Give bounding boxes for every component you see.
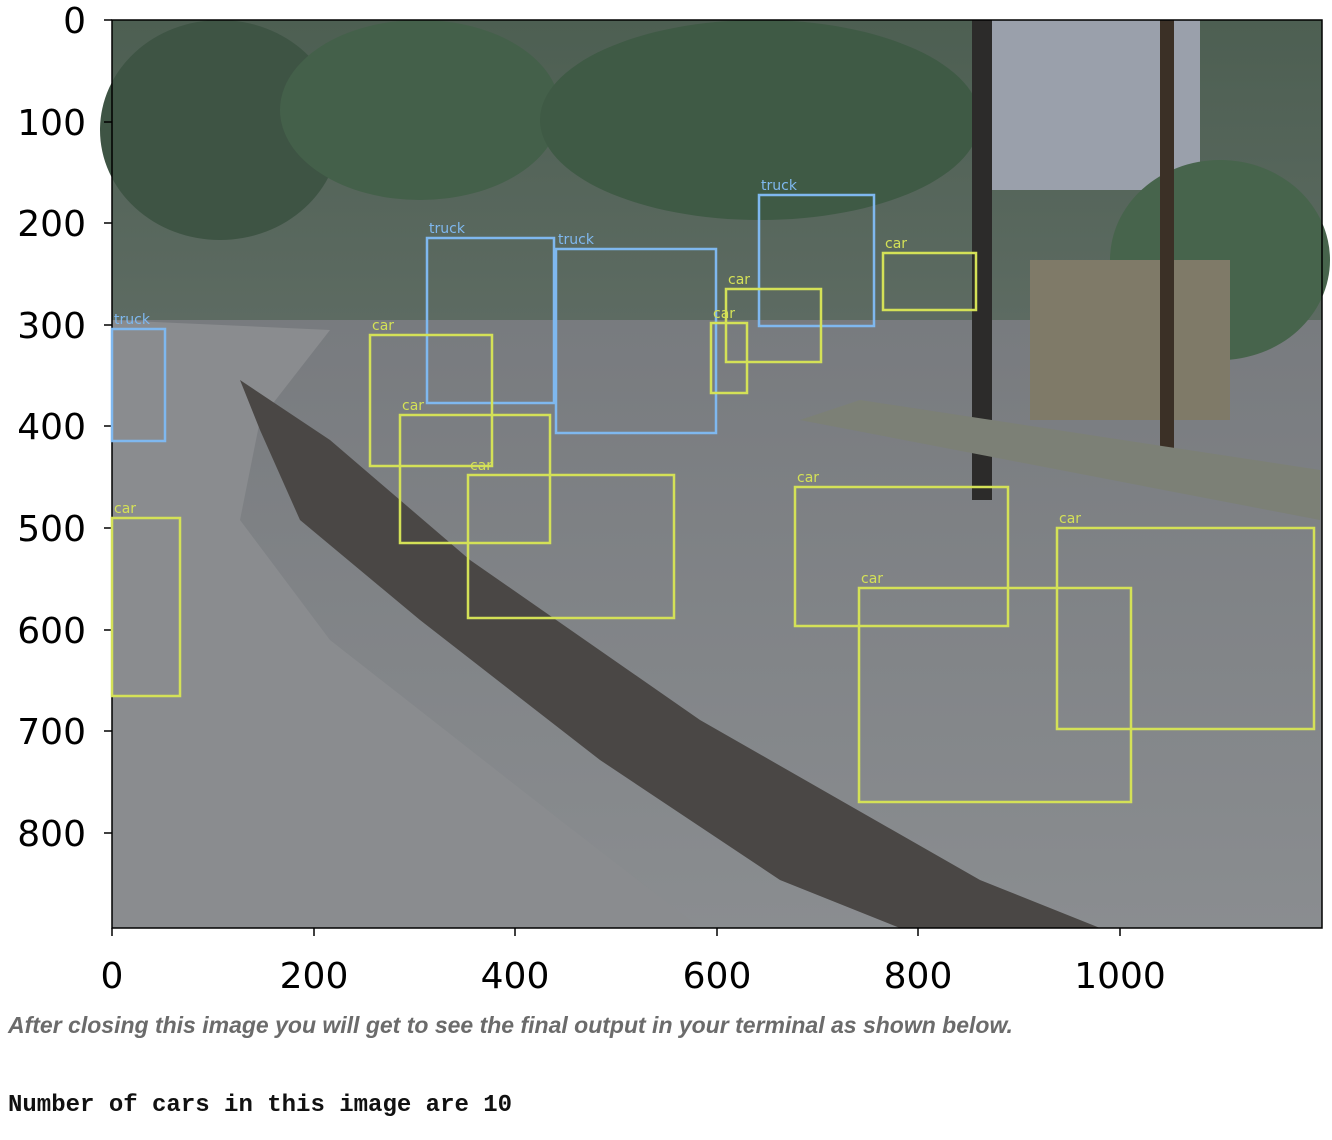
car-bounding-box	[368, 333, 494, 468]
truck-detection: truck	[554, 232, 718, 435]
truck-label: truck	[114, 312, 151, 328]
truck-label: truck	[558, 232, 595, 248]
truck-bounding-box	[757, 193, 876, 328]
truck-label: truck	[761, 178, 798, 194]
x-tick-label: 400	[481, 956, 550, 997]
y-tick-label: 200	[17, 204, 86, 245]
car-label: car	[728, 272, 750, 288]
y-tick-label: 100	[17, 103, 86, 144]
car-detection: car	[793, 470, 1010, 628]
car-label: car	[372, 318, 394, 334]
car-label: car	[885, 236, 907, 252]
x-tick-label: 0	[101, 956, 124, 997]
car-label: car	[1059, 511, 1081, 527]
car-detection: car	[368, 318, 494, 468]
car-bounding-box	[466, 473, 676, 620]
x-tick-label: 800	[884, 956, 953, 997]
y-tick-label: 300	[17, 306, 86, 347]
detection-boxes: truck truck truck truck car car car car car car ca…	[110, 178, 1316, 804]
truck-bounding-box	[110, 327, 167, 443]
y-tick-label: 0	[63, 1, 86, 42]
car-detection: car	[110, 501, 182, 698]
car-detection: car	[1055, 511, 1316, 731]
car-bounding-box	[881, 251, 978, 312]
y-tick-label: 800	[17, 814, 86, 855]
y-axis: 0 100 200 300 400 500 600 700 800	[17, 1, 112, 855]
car-detection: car	[724, 272, 823, 364]
truck-detection: truck	[757, 178, 876, 328]
car-bounding-box	[110, 516, 182, 698]
x-tick-label: 600	[683, 956, 752, 997]
car-label: car	[861, 571, 883, 587]
y-tick-label: 500	[17, 509, 86, 550]
truck-bounding-box	[554, 247, 718, 435]
street-photo	[100, 20, 1330, 928]
car-detection: car	[466, 458, 676, 620]
truck-bounding-box	[425, 236, 556, 405]
truck-detection: truck	[425, 221, 556, 405]
x-tick-label: 1000	[1074, 956, 1166, 997]
car-label: car	[114, 501, 136, 517]
car-label: car	[797, 470, 819, 486]
y-tick-label: 700	[17, 712, 86, 753]
car-detection: car	[881, 236, 978, 312]
car-bounding-box	[793, 485, 1010, 628]
car-bounding-box	[1055, 526, 1316, 731]
car-label: car	[713, 306, 735, 322]
truck-detection: truck	[110, 312, 167, 443]
car-bounding-box	[398, 413, 552, 545]
y-tick-label: 400	[17, 407, 86, 448]
caption-text: After closing this image you will get to…	[8, 1012, 1013, 1038]
x-axis: 0 200 400 600 800 1000	[101, 928, 1166, 997]
car-detection: car	[857, 571, 1133, 804]
car-label: car	[470, 458, 492, 474]
car-bounding-box	[709, 321, 749, 395]
car-detection: car	[398, 398, 552, 545]
y-tick-label: 600	[17, 611, 86, 652]
car-bounding-box	[857, 586, 1133, 804]
car-detection: car	[709, 306, 749, 395]
terminal-output: Number of cars in this image are 10	[8, 1092, 513, 1119]
x-tick-label: 200	[280, 956, 349, 997]
detection-figure: 0 100 200 300 400 500 600 700 800 0 200 400 600 800 1…	[17, 1, 1330, 997]
car-bounding-box	[724, 287, 823, 364]
car-label: car	[402, 398, 424, 414]
truck-label: truck	[429, 221, 466, 237]
